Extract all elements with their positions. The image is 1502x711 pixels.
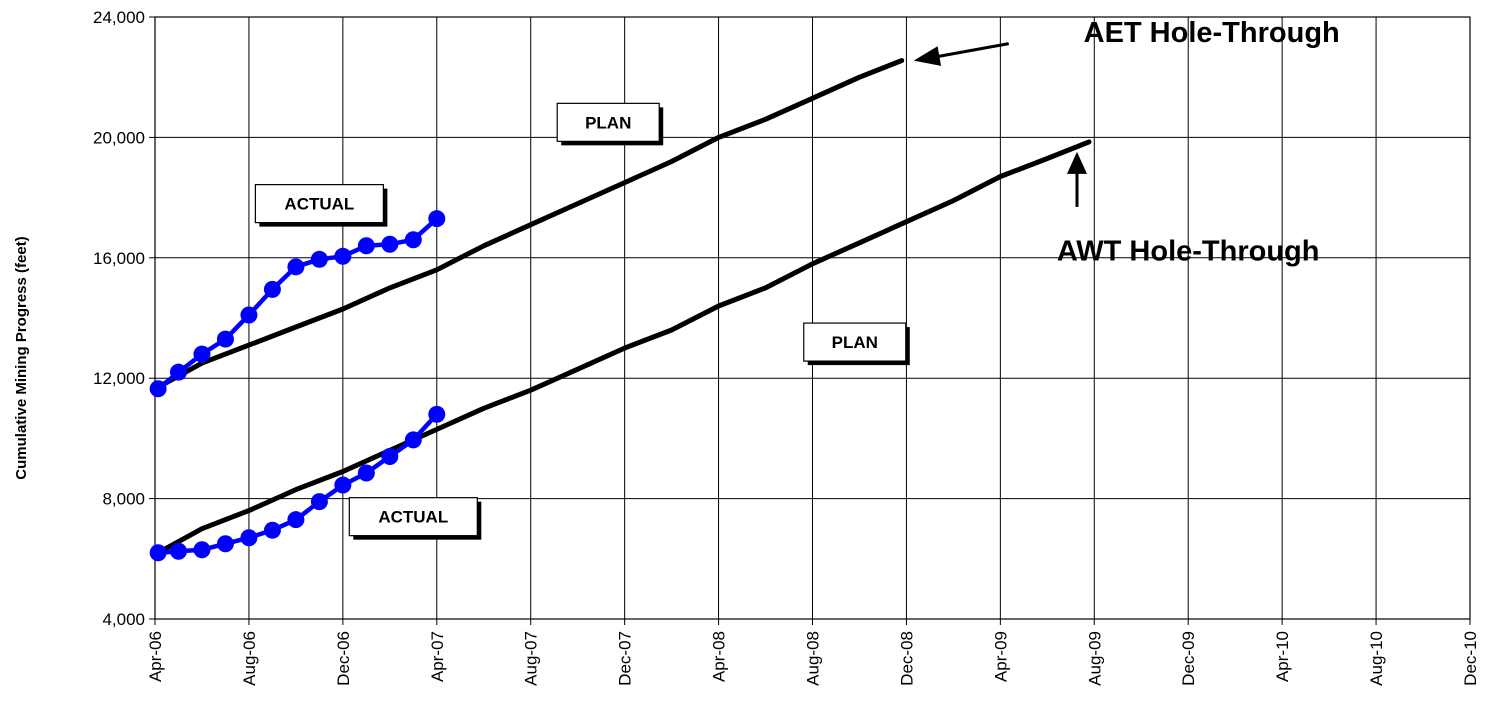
annotation-layer: PLAN PLAN ACTUAL ACTUAL AET Hole-Through AWT … xyxy=(254,17,1340,540)
actual-upper-point xyxy=(193,345,211,363)
box-label-plan-1: PLAN xyxy=(803,322,910,366)
actual-lower-point xyxy=(334,476,352,494)
actual-lower-point xyxy=(169,542,187,560)
y-tick-label: 4,000 xyxy=(102,610,145,629)
actual-upper-point xyxy=(287,258,305,276)
actual-upper-point xyxy=(216,330,234,348)
awt-callout-text: AWT Hole-Through xyxy=(1057,235,1320,267)
box-frame xyxy=(803,322,907,362)
box-label-text: ACTUAL xyxy=(378,508,448,527)
box-label-actual-3: ACTUAL xyxy=(348,497,482,540)
actual-lower-point xyxy=(357,464,375,482)
x-tick-label: Apr-10 xyxy=(1273,631,1292,682)
x-tick-label: Aug-06 xyxy=(240,631,259,686)
x-tick-label: Dec-06 xyxy=(334,631,353,686)
aet-hole-through-callout: AET Hole-Through xyxy=(913,17,1340,66)
actual-lower-point xyxy=(428,405,446,423)
y-tick-label: 20,000 xyxy=(93,128,145,147)
box-label-text: PLAN xyxy=(832,333,878,352)
aet-arrow-head xyxy=(913,46,942,66)
awt-arrow-head xyxy=(1066,151,1087,174)
box-label-text: PLAN xyxy=(585,113,631,132)
x-tick-label: Dec-08 xyxy=(897,631,916,686)
y-tick-label: 12,000 xyxy=(93,369,145,388)
x-tick-label: Apr-09 xyxy=(991,631,1010,682)
actual-upper-point xyxy=(310,250,328,268)
actual-upper-point xyxy=(357,237,375,255)
plan-upper-line xyxy=(155,58,905,390)
actual-upper-point xyxy=(240,306,258,324)
actual-upper-point xyxy=(149,380,167,398)
box-label-actual-2: ACTUAL xyxy=(254,184,388,227)
actual-lower-point xyxy=(240,529,258,547)
x-tick-label: Aug-10 xyxy=(1367,631,1386,686)
actual-lower-point xyxy=(310,493,328,511)
series-actual-upper xyxy=(149,210,446,398)
x-tick-label: Apr-07 xyxy=(428,631,447,682)
box-label-plan-0: PLAN xyxy=(556,102,664,146)
actual-lower-point xyxy=(149,544,167,562)
awt-hole-through-callout: AWT Hole-Through xyxy=(1057,151,1320,267)
x-tick-label: Dec-10 xyxy=(1461,631,1480,686)
y-tick-label: 24,000 xyxy=(93,8,145,27)
actual-lower-point xyxy=(404,431,422,449)
actual-upper-point xyxy=(334,247,352,265)
actual-lower-point xyxy=(381,447,399,465)
actual-upper-point xyxy=(263,280,281,298)
box-frame xyxy=(348,497,478,537)
actual-upper-point xyxy=(428,210,446,228)
x-tick-label: Aug-08 xyxy=(804,631,823,686)
aet-callout-text: AET Hole-Through xyxy=(1084,17,1340,49)
y-axis: 4,000 8,000 12,000 16,000 20,000 24,000 xyxy=(93,8,155,629)
box-label-text: ACTUAL xyxy=(284,195,354,214)
box-frame xyxy=(556,102,660,142)
actual-lower-point xyxy=(263,521,281,539)
actual-lower-point xyxy=(216,535,234,553)
x-tick-label: Apr-08 xyxy=(710,631,729,682)
series-layer xyxy=(149,58,1092,562)
x-tick-label: Dec-07 xyxy=(616,631,635,686)
y-tick-label: 8,000 xyxy=(102,490,145,509)
actual-upper-point xyxy=(381,235,399,253)
x-tick-label: Aug-07 xyxy=(522,631,541,686)
actual-upper-point xyxy=(404,231,422,249)
x-tick-label: Dec-09 xyxy=(1179,631,1198,686)
y-tick-label: 16,000 xyxy=(93,249,145,268)
x-tick-label: Aug-09 xyxy=(1085,631,1104,686)
x-axis: Apr-06 Aug-06 Dec-06 Apr-07 Aug-07 Dec-07 Apr-… xyxy=(146,619,1480,686)
aet-arrow-shaft xyxy=(931,42,1010,60)
series-actual-lower xyxy=(149,405,446,562)
y-axis-title: Cumulative Mining Progress (feet) xyxy=(13,236,30,479)
actual-lower-point xyxy=(287,511,305,529)
series-plan-lower xyxy=(155,139,1092,556)
actual-upper-point xyxy=(169,363,187,381)
actual-lower-point xyxy=(193,541,211,559)
plan-lower-line xyxy=(155,139,1092,556)
box-frame xyxy=(254,184,384,224)
series-plan-upper xyxy=(155,58,905,390)
x-tick-label: Apr-06 xyxy=(146,631,165,682)
